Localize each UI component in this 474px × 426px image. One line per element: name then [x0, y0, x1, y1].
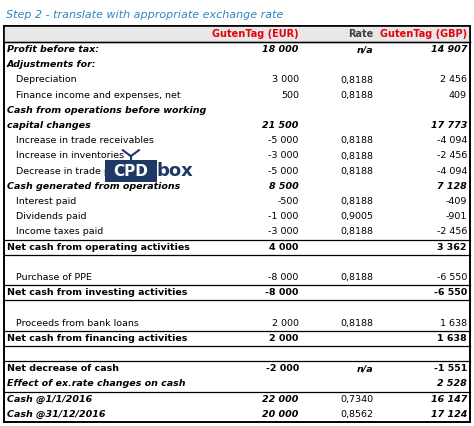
Text: Effect of ex.rate changes on cash: Effect of ex.rate changes on cash	[7, 380, 185, 389]
Text: 0,8188: 0,8188	[341, 75, 374, 84]
Text: 0,9005: 0,9005	[341, 212, 374, 221]
Text: capital changes: capital changes	[7, 121, 91, 130]
Text: Purchase of PPE: Purchase of PPE	[7, 273, 92, 282]
Text: 500: 500	[281, 91, 299, 100]
Text: Finance income and expenses, net: Finance income and expenses, net	[7, 91, 181, 100]
Text: -5 000: -5 000	[268, 136, 299, 145]
Text: 17 124: 17 124	[430, 410, 467, 419]
Text: 4 000: 4 000	[269, 243, 299, 252]
Text: Step 2 - translate with appropriate exchange rate: Step 2 - translate with appropriate exch…	[6, 10, 283, 20]
Text: box: box	[156, 162, 193, 180]
Text: Cash generated from operations: Cash generated from operations	[7, 182, 180, 191]
Text: Adjustments for:: Adjustments for:	[7, 60, 97, 69]
Text: 2 000: 2 000	[272, 319, 299, 328]
Text: -8 000: -8 000	[268, 273, 299, 282]
Text: 2 528: 2 528	[437, 380, 467, 389]
Text: 21 500: 21 500	[263, 121, 299, 130]
Text: 2 456: 2 456	[440, 75, 467, 84]
Text: 1 638: 1 638	[437, 334, 467, 343]
Text: -500: -500	[277, 197, 299, 206]
Text: -1 551: -1 551	[434, 364, 467, 373]
Text: CPD: CPD	[113, 164, 148, 178]
Text: Profit before tax:: Profit before tax:	[7, 45, 99, 54]
Text: GutenTag (EUR): GutenTag (EUR)	[212, 29, 299, 39]
Text: 0,8188: 0,8188	[341, 319, 374, 328]
Text: n/a: n/a	[357, 364, 374, 373]
Text: Cash @31/12/2016: Cash @31/12/2016	[7, 410, 106, 419]
Text: -2 456: -2 456	[437, 152, 467, 161]
Text: Proceeds from bank loans: Proceeds from bank loans	[7, 319, 139, 328]
Text: -3 000: -3 000	[268, 227, 299, 236]
Text: -2 000: -2 000	[265, 364, 299, 373]
Text: 8 500: 8 500	[269, 182, 299, 191]
Text: 3 362: 3 362	[438, 243, 467, 252]
Text: 0,8188: 0,8188	[341, 136, 374, 145]
Text: n/a: n/a	[357, 45, 374, 54]
Bar	[4, 26, 470, 42]
Text: 0,8562: 0,8562	[341, 410, 374, 419]
Bar	[105, 160, 157, 182]
Text: -6 550: -6 550	[437, 273, 467, 282]
Text: 7 128: 7 128	[437, 182, 467, 191]
Text: 18 000: 18 000	[263, 45, 299, 54]
Text: Net cash from operating activities: Net cash from operating activities	[7, 243, 190, 252]
Text: 0,8188: 0,8188	[341, 273, 374, 282]
Text: 0,8188: 0,8188	[341, 197, 374, 206]
Text: 0,7340: 0,7340	[341, 395, 374, 404]
Text: Income taxes paid: Income taxes paid	[7, 227, 103, 236]
Text: -3 000: -3 000	[268, 152, 299, 161]
Text: Rate: Rate	[348, 29, 374, 39]
Text: Dividends paid: Dividends paid	[7, 212, 86, 221]
Text: 1 638: 1 638	[440, 319, 467, 328]
Text: 14 907: 14 907	[430, 45, 467, 54]
Text: 0,8188: 0,8188	[341, 152, 374, 161]
Text: Decrease in trade payables: Decrease in trade payables	[7, 167, 147, 176]
Text: -901: -901	[446, 212, 467, 221]
Text: -8 000: -8 000	[265, 288, 299, 297]
Text: 409: 409	[449, 91, 467, 100]
Text: 0,8188: 0,8188	[341, 227, 374, 236]
Text: Net cash from financing activities: Net cash from financing activities	[7, 334, 187, 343]
Text: Net decrease of cash: Net decrease of cash	[7, 364, 119, 373]
Text: Net cash from investing activities: Net cash from investing activities	[7, 288, 187, 297]
Text: Interest paid: Interest paid	[7, 197, 76, 206]
Text: Depreciation: Depreciation	[7, 75, 77, 84]
Text: 22 000: 22 000	[263, 395, 299, 404]
Text: -2 456: -2 456	[437, 227, 467, 236]
Text: -6 550: -6 550	[434, 288, 467, 297]
Text: -5 000: -5 000	[268, 167, 299, 176]
Text: 0,8188: 0,8188	[341, 91, 374, 100]
Text: -1 000: -1 000	[268, 212, 299, 221]
Text: -4 094: -4 094	[437, 167, 467, 176]
Text: Cash @1/1/2016: Cash @1/1/2016	[7, 394, 92, 404]
Text: 0,8188: 0,8188	[341, 167, 374, 176]
Text: 3 000: 3 000	[272, 75, 299, 84]
Text: 16 147: 16 147	[430, 395, 467, 404]
Text: GutenTag (GBP): GutenTag (GBP)	[380, 29, 467, 39]
Text: -409: -409	[446, 197, 467, 206]
Text: 2 000: 2 000	[269, 334, 299, 343]
Text: 20 000: 20 000	[263, 410, 299, 419]
Text: -4 094: -4 094	[437, 136, 467, 145]
Text: Cash from operations before working: Cash from operations before working	[7, 106, 206, 115]
Text: 17 773: 17 773	[430, 121, 467, 130]
Text: Increase in inventories: Increase in inventories	[7, 152, 124, 161]
Text: Increase in trade receivables: Increase in trade receivables	[7, 136, 154, 145]
